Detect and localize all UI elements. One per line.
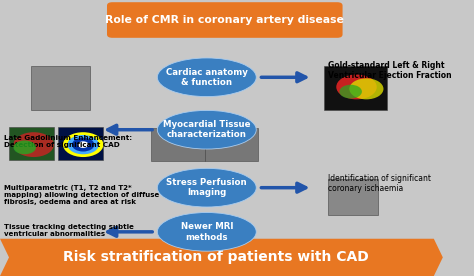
Text: Newer MRI
methods: Newer MRI methods	[181, 222, 233, 242]
Text: Gold-standard Left & Right
Ventricular Ejection Fraction: Gold-standard Left & Right Ventricular E…	[328, 61, 452, 80]
Circle shape	[67, 135, 99, 154]
FancyBboxPatch shape	[107, 2, 343, 38]
Text: Multiparametric (T1, T2 and T2*
mapping) allowing detection of diffuse
fibrosis,: Multiparametric (T1, T2 and T2* mapping)…	[4, 185, 160, 205]
Circle shape	[336, 75, 377, 99]
FancyBboxPatch shape	[205, 128, 258, 161]
Text: Myocardial Tissue
characterization: Myocardial Tissue characterization	[163, 120, 251, 139]
FancyBboxPatch shape	[151, 128, 205, 161]
Circle shape	[72, 138, 94, 152]
Circle shape	[78, 141, 89, 148]
Text: Risk stratification of patients with CAD: Risk stratification of patients with CAD	[63, 250, 369, 264]
Circle shape	[349, 78, 383, 99]
Ellipse shape	[157, 58, 256, 97]
FancyBboxPatch shape	[328, 179, 378, 215]
FancyBboxPatch shape	[31, 66, 90, 110]
FancyBboxPatch shape	[58, 127, 103, 160]
FancyBboxPatch shape	[324, 66, 387, 110]
Circle shape	[339, 85, 362, 99]
Text: Identification of significant
coronary ischaemia: Identification of significant coronary i…	[328, 174, 431, 193]
Circle shape	[13, 140, 36, 154]
Ellipse shape	[157, 168, 256, 207]
Ellipse shape	[157, 213, 256, 251]
Ellipse shape	[157, 110, 256, 149]
Text: Tissue tracking detecting subtle
ventricular abnormalities: Tissue tracking detecting subtle ventric…	[4, 224, 134, 237]
Circle shape	[13, 132, 54, 157]
Text: Late Gadolinium Enhancement:
Detection of significant CAD: Late Gadolinium Enhancement: Detection o…	[4, 135, 133, 148]
Text: Stress Perfusion
Imaging: Stress Perfusion Imaging	[166, 178, 247, 197]
FancyBboxPatch shape	[9, 127, 54, 160]
Text: Role of CMR in coronary artery disease: Role of CMR in coronary artery disease	[105, 15, 344, 25]
Text: Cardiac anatomy
& function: Cardiac anatomy & function	[166, 68, 248, 87]
Polygon shape	[0, 239, 443, 276]
Circle shape	[63, 132, 103, 157]
